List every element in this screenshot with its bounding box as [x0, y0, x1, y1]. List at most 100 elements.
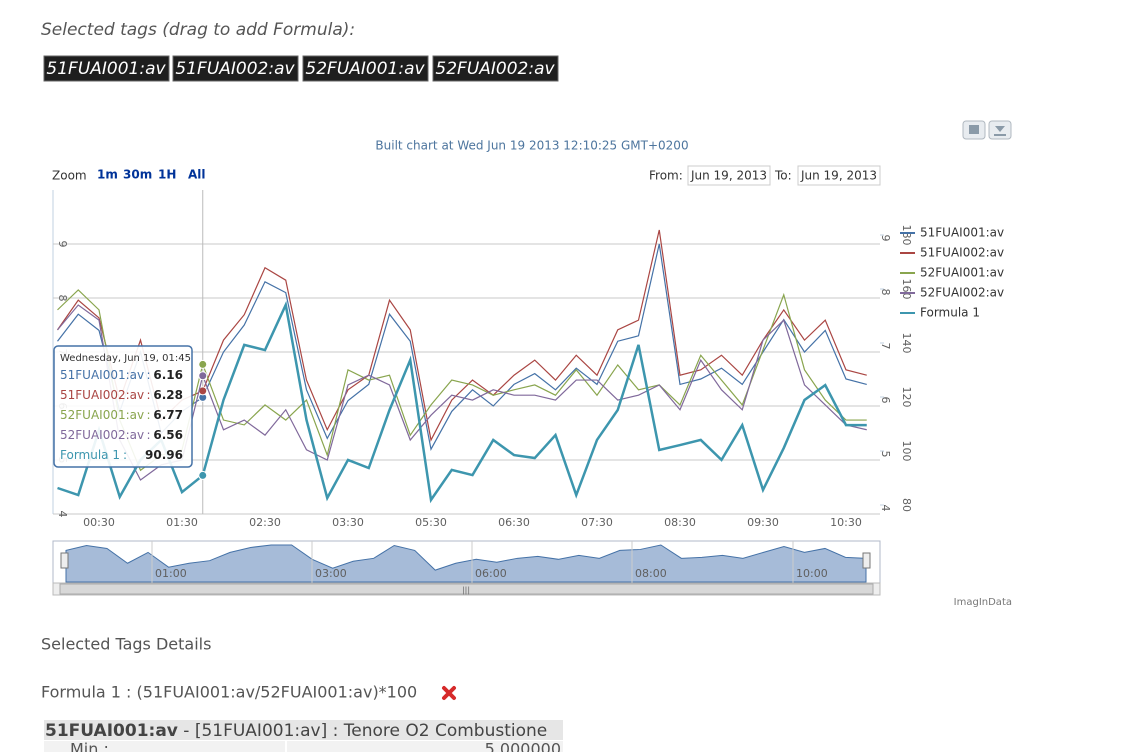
print-icon	[969, 125, 979, 134]
tooltip-value: 90.96	[145, 448, 183, 462]
tooltip-sep: :	[146, 388, 150, 402]
navigator-label: 06:00	[475, 567, 507, 580]
tag-chip[interactable]	[43, 55, 170, 82]
zoom-button[interactable]: All	[188, 168, 206, 182]
tag-chip[interactable]	[172, 55, 299, 82]
y2-tick-label: 100	[900, 441, 913, 462]
tooltip-row: 52FUAI001:av:6.77	[60, 408, 183, 422]
y-tick-label: 7	[879, 343, 892, 350]
tooltip-value: 6.77	[153, 408, 183, 422]
table-tag: 51FUAI001:av	[45, 721, 178, 741]
series-line	[57, 300, 867, 504]
y2-tick-label: 120	[900, 387, 913, 408]
tooltip-series: 52FUAI002:av	[60, 428, 144, 442]
x-tick-label: 02:30	[249, 516, 281, 529]
tag-chip-label: 51FUAI002:av	[175, 59, 295, 79]
tooltip-sep: :	[146, 428, 150, 442]
tag-chip[interactable]	[302, 55, 429, 82]
scrollbar-thumb[interactable]	[59, 583, 874, 595]
tag-chip-label: 52FUAI001:av	[305, 59, 425, 79]
x-tick-label: 10:30	[830, 516, 862, 529]
to-label: To:	[774, 169, 792, 183]
y-tick-label: 9	[879, 235, 892, 242]
y2-tick-label: 140	[900, 333, 913, 354]
delete-formula[interactable]	[442, 686, 456, 700]
x-tick-label: 00:30	[83, 516, 115, 529]
legend-label[interactable]: 52FUAI002:av	[920, 286, 1004, 300]
tooltip-value: 6.56	[153, 428, 183, 442]
y2-tick-label: 180	[900, 225, 913, 246]
tooltip-row: 51FUAI001:av:6.16	[60, 368, 183, 382]
y-tick-label: 4	[879, 505, 892, 512]
tooltip-series: 52FUAI001:av	[60, 408, 144, 422]
y-tick-label: 6	[879, 397, 892, 404]
table-tag-row: 51FUAI001:av - [51FUAI001:av] : Tenore O…	[45, 721, 547, 741]
legend-label[interactable]: 51FUAI002:av	[920, 246, 1004, 260]
zoom-button[interactable]: 30m	[123, 168, 152, 182]
tooltip-title: Wednesday, Jun 19, 01:45	[60, 353, 191, 364]
table-cell: Min :	[70, 740, 109, 752]
x-tick-label: 06:30	[498, 516, 530, 529]
tag-chip-label: 51FUAI001:av	[46, 59, 166, 79]
to-input[interactable]	[797, 165, 881, 186]
y-tick-label: 9	[56, 241, 69, 248]
header-title: Selected tags (drag to add Formula):	[41, 20, 355, 40]
tag-chip-label: 52FUAI002:av	[435, 59, 555, 79]
x-tick-label: 05:30	[415, 516, 447, 529]
tooltip-row: 52FUAI002:av:6.56	[60, 428, 183, 442]
from-label: From:	[649, 169, 683, 183]
x-tick-label: 08:30	[664, 516, 696, 529]
credits: ImagInData	[954, 597, 1012, 608]
y2-tick-label: 160	[900, 279, 913, 300]
tooltip-sep: :	[146, 368, 150, 382]
tooltip-box	[53, 345, 193, 468]
y-tick-label: 5	[879, 451, 892, 458]
navigator-handle[interactable]	[60, 552, 69, 569]
from-input[interactable]	[687, 165, 771, 186]
table-cell: 5.000000	[485, 740, 561, 752]
from-value: Jun 19, 2013	[690, 169, 767, 183]
x-tick-label: 03:30	[332, 516, 364, 529]
x-tick-label: 09:30	[747, 516, 779, 529]
legend-label[interactable]: 51FUAI001:av	[920, 226, 1004, 240]
zoom-button[interactable]: 1H	[158, 168, 176, 182]
y-tick-label: 8	[879, 289, 892, 296]
chart-subtitle: Built chart at Wed Jun 19 2013 12:10:25 …	[375, 139, 688, 153]
legend-label[interactable]: 52FUAI001:av	[920, 266, 1004, 280]
zoom-button[interactable]: 1m	[97, 168, 118, 182]
formula-text: Formula 1 : (51FUAI001:av/52FUAI001:av)*…	[41, 683, 417, 702]
tooltip-sep: :	[146, 408, 150, 422]
hover-marker	[198, 371, 208, 381]
to-value: Jun 19, 2013	[800, 169, 877, 183]
navigator-handle[interactable]	[862, 552, 871, 569]
table-header	[44, 720, 563, 740]
y-tick-label: 4	[56, 511, 69, 518]
tooltip-series: Formula 1	[60, 448, 120, 462]
x-tick-label: 07:30	[581, 516, 613, 529]
hover-marker	[198, 470, 208, 480]
tooltip-series: 51FUAI001:av	[60, 368, 144, 382]
navigator-label: 01:00	[155, 567, 187, 580]
tag-chip[interactable]	[432, 55, 559, 82]
hover-marker	[198, 359, 208, 369]
navigator-label: 03:00	[315, 567, 347, 580]
y2-tick-label: 80	[900, 498, 913, 512]
zoom-label: Zoom	[52, 169, 87, 183]
download-icon	[994, 126, 1006, 136]
details-title: Selected Tags Details	[41, 635, 211, 654]
y-tick-label: 8	[56, 295, 69, 302]
scrollbar-grip: |||	[462, 586, 470, 595]
x-tick-label: 01:30	[166, 516, 198, 529]
navigator-label: 08:00	[635, 567, 667, 580]
table-description: - [51FUAI001:av] : Tenore O2 Combustione	[178, 721, 547, 741]
navigator: 01:00 03:00 06:00 08:00 10:00 |||	[52, 540, 881, 596]
navigator-area	[65, 544, 867, 583]
tooltip-sep: :	[123, 448, 127, 462]
legend-label[interactable]: Formula 1	[920, 306, 980, 320]
tooltip-series: 51FUAI002:av	[60, 388, 144, 402]
export-buttons[interactable]	[962, 120, 1012, 140]
navigator-label: 10:00	[796, 567, 828, 580]
tooltip-value: 6.28	[153, 388, 183, 402]
tooltip-value: 6.16	[153, 368, 183, 382]
